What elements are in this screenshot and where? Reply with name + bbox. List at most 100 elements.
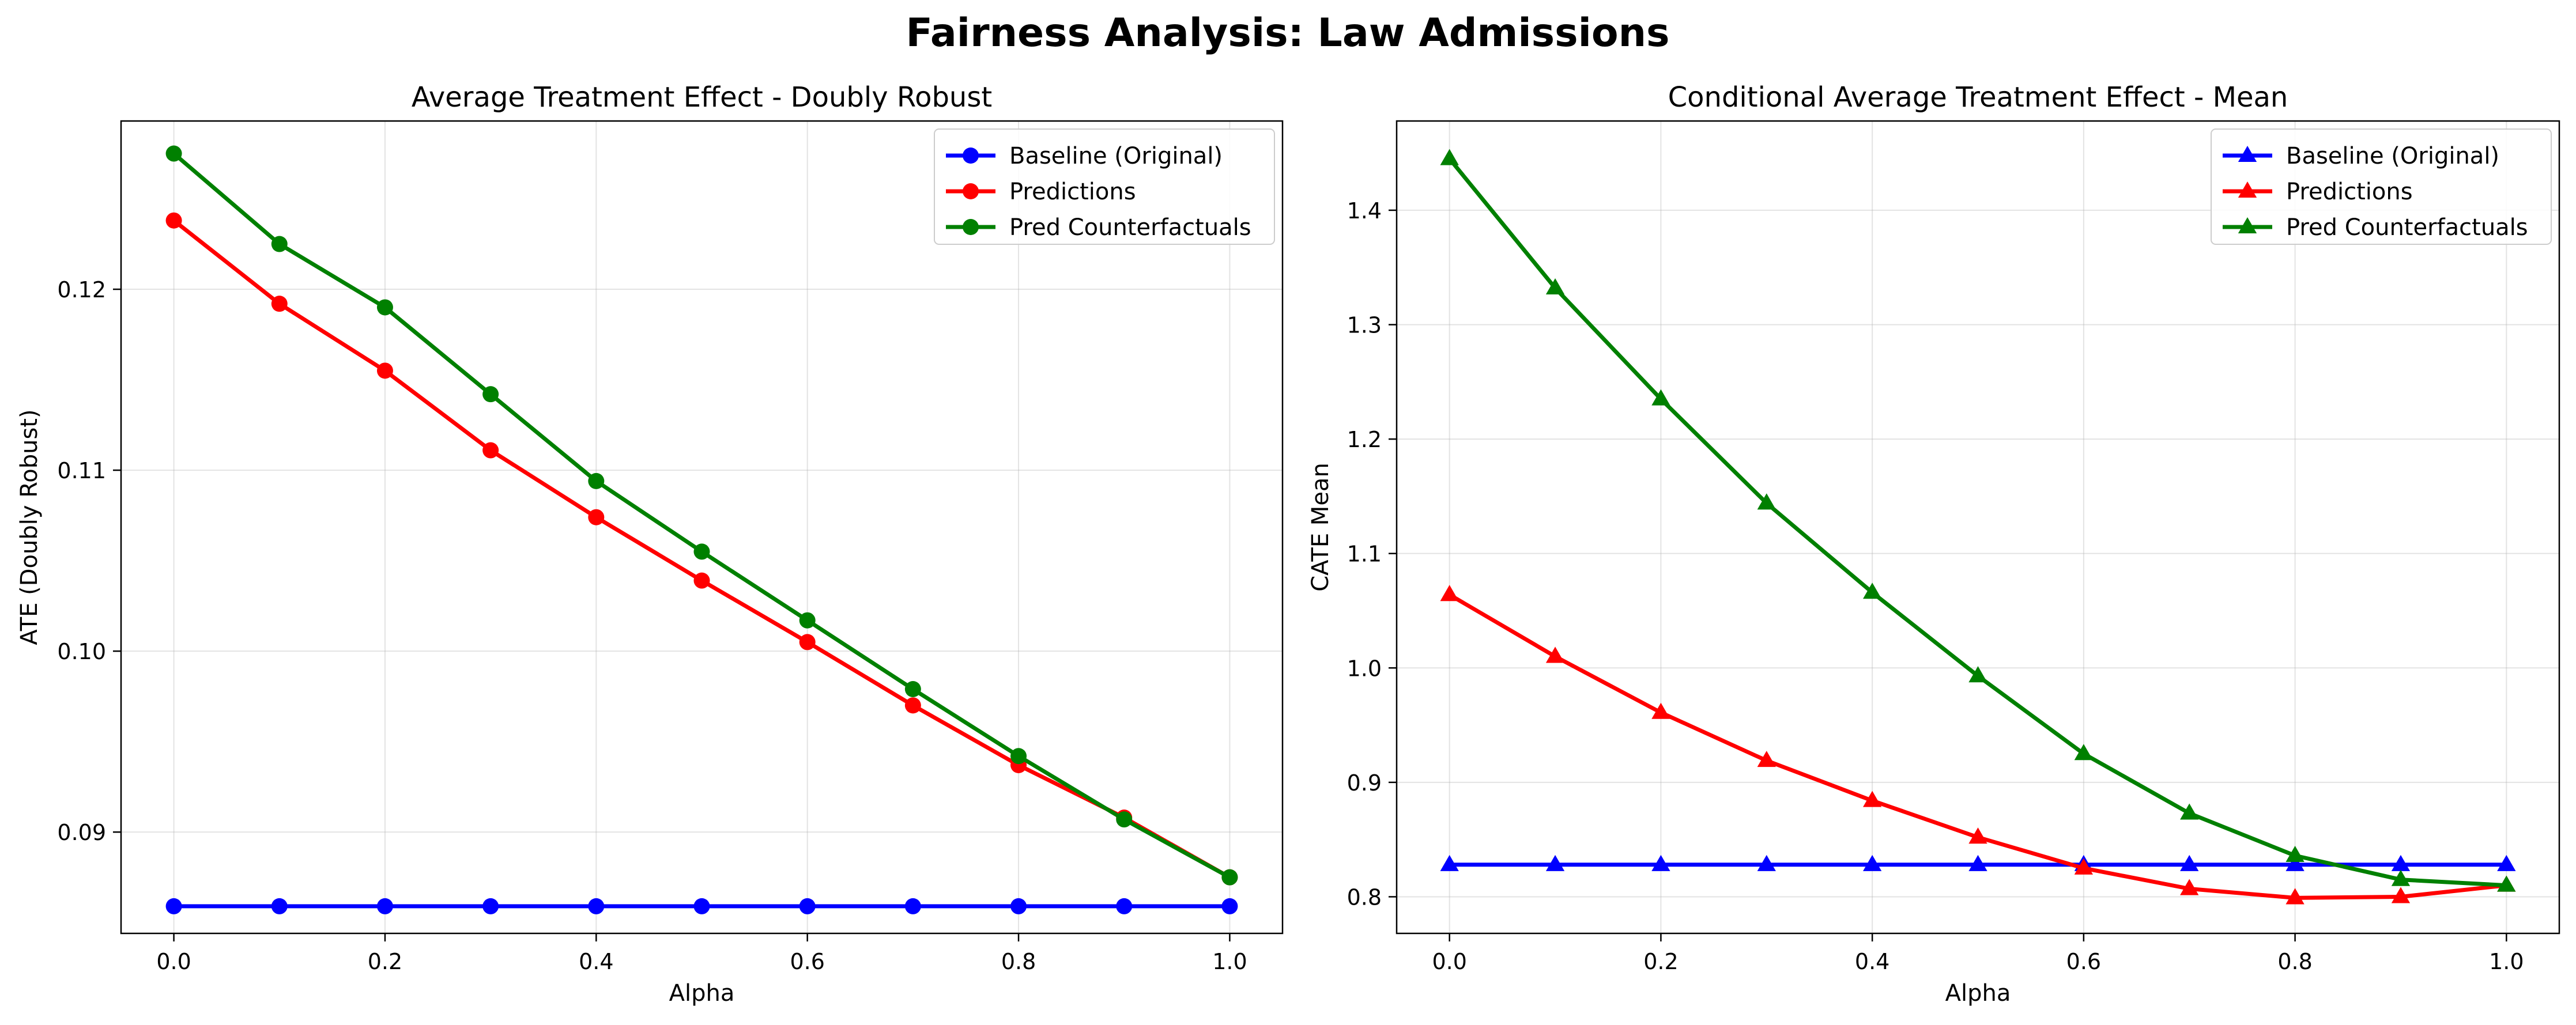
- cate-legend-label-0: Baseline (Original): [2286, 143, 2499, 169]
- ate-data-point: [376, 362, 393, 379]
- ate-data-point: [1221, 898, 1238, 914]
- cate-data-point: [2285, 888, 2305, 905]
- ate-legend-marker-2: [963, 219, 979, 235]
- ate-data-point: [482, 442, 499, 459]
- cate-y-tick-label: 1.2: [1347, 427, 1382, 452]
- ate-data-point: [588, 898, 605, 914]
- cate-data-point: [2180, 803, 2199, 820]
- ate-data-point: [1221, 869, 1238, 886]
- ate-legend-marker-1: [963, 183, 979, 199]
- cate-data-point: [1757, 751, 1776, 767]
- ate-legend-label-2: Pred Counterfactuals: [1009, 214, 1251, 241]
- ate-data-point: [799, 898, 816, 914]
- ate-y-tick-label: 0.10: [57, 639, 106, 664]
- ate-data-point: [693, 572, 710, 589]
- cate-data-point: [2497, 854, 2516, 871]
- ate-data-point: [376, 299, 393, 316]
- cate-y-tick-label: 1.3: [1347, 312, 1382, 338]
- cate-y-tick-label: 0.9: [1347, 770, 1382, 796]
- ate-data-point: [271, 236, 288, 252]
- ate-data-point: [693, 898, 710, 914]
- ate-x-tick-label: 0.8: [1001, 949, 1036, 974]
- cate-data-point: [2180, 854, 2199, 871]
- cate-chart-title: Conditional Average Treatment Effect - M…: [1668, 81, 2288, 114]
- cate-data-point: [2391, 869, 2411, 886]
- ate-x-axis-label: Alpha: [669, 980, 735, 1007]
- ate-data-point: [1116, 898, 1133, 914]
- ate-legend-label-1: Predictions: [1009, 179, 1136, 205]
- cate-data-point: [1651, 702, 1670, 719]
- cate-legend-marker-2: [2238, 217, 2257, 234]
- ate-data-point: [588, 472, 605, 489]
- cate-data-point: [1651, 854, 1670, 871]
- cate-y-axis-label: CATE Mean: [1307, 463, 1334, 592]
- cate-data-point: [1651, 389, 1670, 406]
- ate-axes-frame: [120, 120, 1284, 935]
- ate-data-point: [271, 898, 288, 914]
- ate-data-point: [1010, 898, 1027, 914]
- ate-chart-panel: 0.0 0.2 0.4 0.6 0.8 1.0 0.09 0.10 0.11 0.12 Averag…: [16, 81, 1284, 1007]
- cate-data-point: [1440, 854, 1459, 871]
- cate-legend-marker-1: [2238, 181, 2257, 198]
- cate-legend-label-2: Pred Counterfactuals: [2286, 214, 2528, 241]
- cate-data-point: [2285, 845, 2305, 863]
- ate-data-point: [1010, 748, 1027, 765]
- cate-y-tick-label: 0.8: [1347, 884, 1382, 910]
- cate-x-tick-label: 0.6: [2066, 949, 2101, 974]
- ate-data-point: [165, 898, 182, 914]
- cate-data-point: [2180, 879, 2199, 895]
- cate-y-tick-label: 1.1: [1347, 542, 1382, 567]
- ate-legend-box: [934, 128, 1275, 245]
- cate-data-point: [1440, 585, 1459, 602]
- cate-legend-marker-0: [2238, 146, 2257, 162]
- ate-y-tick-label: 0.12: [57, 277, 106, 302]
- ate-x-tick-label: 0.2: [368, 949, 402, 974]
- ate-data-point: [904, 681, 921, 698]
- cate-x-tick-label: 0.4: [1855, 949, 1889, 974]
- ate-data-point: [271, 296, 288, 312]
- cate-legend-box: [2211, 128, 2552, 245]
- cate-data-point: [1862, 583, 1882, 599]
- ate-data-point: [904, 898, 921, 914]
- cate-data-point: [1968, 854, 1987, 871]
- ate-legend-marker-0: [963, 147, 979, 164]
- cate-data-point: [2391, 887, 2411, 903]
- cate-x-axis-label: Alpha: [1945, 980, 2011, 1007]
- cate-x-tick-label: 0.2: [1643, 949, 1678, 974]
- figure-title: Fairness Analysis: Law Admissions: [906, 10, 1669, 56]
- cate-data-point: [1545, 278, 1565, 294]
- ate-data-point: [165, 145, 182, 162]
- cate-y-tick-label: 1.0: [1347, 656, 1382, 681]
- cate-data-point: [1757, 493, 1776, 510]
- cate-data-point: [1757, 854, 1776, 871]
- ate-x-tick-label: 0.4: [579, 949, 613, 974]
- cate-data-point: [2497, 875, 2516, 892]
- cate-data-point: [2285, 854, 2305, 871]
- ate-data-point: [482, 386, 499, 403]
- cate-chart-panel: 0.0 0.2 0.4 0.6 0.8 1.0 0.8 0.9 1.0 1.1 1.2 1.3 1.4 C…: [1307, 81, 2560, 1007]
- cate-x-tick-label: 1.0: [2489, 949, 2524, 974]
- ate-data-point: [165, 212, 182, 229]
- ate-data-point: [482, 898, 499, 914]
- ate-data-point: [588, 509, 605, 525]
- ate-data-point: [799, 612, 816, 629]
- cate-data-point: [1968, 666, 1987, 683]
- ate-data-point: [799, 634, 816, 650]
- cate-y-tick-label: 1.4: [1347, 198, 1382, 224]
- ate-x-tick-label: 1.0: [1212, 949, 1247, 974]
- ate-x-tick-label: 0.0: [156, 949, 191, 974]
- cate-data-point: [2074, 858, 2094, 875]
- cate-data-point: [1862, 854, 1882, 871]
- ate-x-tick-label: 0.6: [790, 949, 824, 974]
- cate-data-point: [2074, 744, 2094, 761]
- cate-data-point: [1545, 854, 1565, 871]
- cate-data-point: [1440, 149, 1459, 165]
- ate-data-point: [693, 543, 710, 560]
- ate-y-tick-label: 0.11: [57, 458, 106, 483]
- ate-chart-title: Average Treatment Effect - Doubly Robust: [412, 81, 992, 114]
- cate-legend-label-1: Predictions: [2286, 179, 2413, 205]
- ate-y-tick-label: 0.09: [57, 820, 106, 845]
- ate-data-point: [376, 898, 393, 914]
